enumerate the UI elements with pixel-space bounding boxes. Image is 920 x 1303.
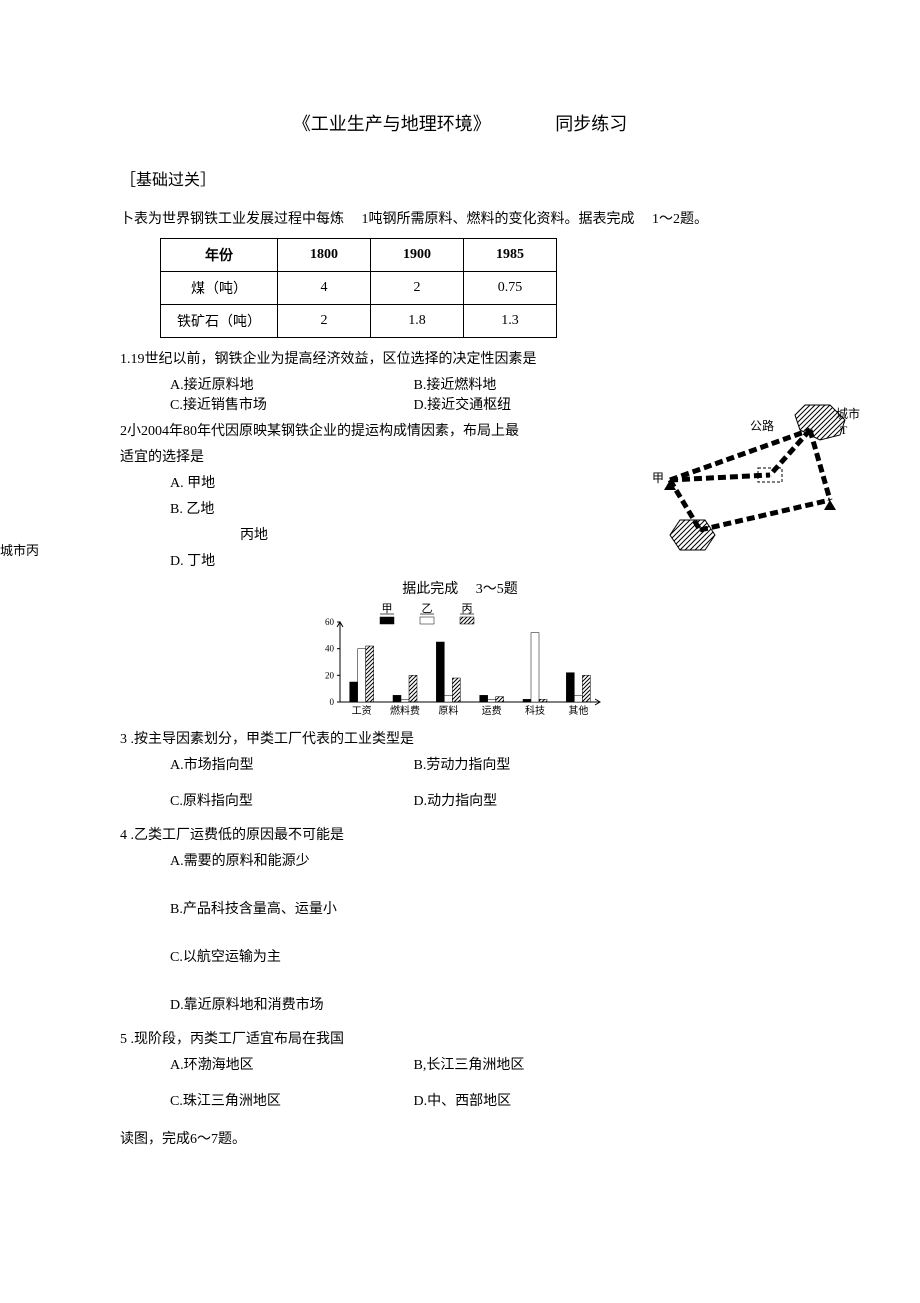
svg-text:甲: 甲	[382, 603, 393, 615]
th: 1900	[371, 239, 464, 272]
td: 0.75	[464, 272, 557, 305]
td: 4	[278, 272, 371, 305]
side-label: 城市丙	[0, 540, 39, 559]
svg-text:原料: 原料	[438, 704, 458, 717]
td: 2	[278, 305, 371, 338]
q4-options: A.需要的原料和能源少 B.产品科技含量高、运量小 C.以航空运输为主 D.靠近…	[170, 850, 800, 1014]
q1-c: C.接近销售市场	[170, 394, 370, 414]
title: 《工业生产与地理环境》 同步练习	[120, 110, 800, 136]
td: 2	[371, 272, 464, 305]
q4-c: C.以航空运输为主	[170, 946, 800, 966]
q5-stem: 5 .现阶段，丙类工厂适宜布局在我国	[120, 1028, 800, 1048]
table-row: 铁矿石（吨） 2 1.8 1.3	[161, 305, 557, 338]
svg-text:0: 0	[330, 697, 335, 707]
map-city-t: T	[840, 423, 848, 437]
title-right: 同步练习	[555, 110, 627, 136]
td: 煤（吨）	[161, 272, 278, 305]
svg-text:科技: 科技	[525, 704, 545, 717]
table-row: 煤（吨） 4 2 0.75	[161, 272, 557, 305]
q3-intro-suf: 3〜5题	[476, 582, 518, 597]
map-diagram: 甲 公路 城市 T	[640, 400, 860, 560]
q3-options: A.市场指向型 B.劳动力指向型 C.原料指向型 D.动力指向型	[170, 754, 800, 810]
table-header-row: 年份 1800 1900 1985	[161, 239, 557, 272]
q4-stem: 4 .乙类工厂运费低的原因最不可能是	[120, 824, 800, 844]
tail-text: 读图，完成6〜7题。	[120, 1128, 800, 1148]
q3-stem: 3 .按主导因素划分，甲类工厂代表的工业类型是	[120, 728, 800, 748]
svg-text:20: 20	[325, 670, 335, 680]
intro-pre: 卜表为世界钢铁工业发展过程中每炼	[120, 212, 344, 227]
svg-text:其他: 其他	[568, 704, 588, 717]
map-road: 公路	[750, 418, 774, 433]
data-table: 年份 1800 1900 1985 煤（吨） 4 2 0.75 铁矿石（吨） 2…	[160, 238, 557, 338]
q1-a: A.接近原料地	[170, 374, 370, 394]
q3-intro-pre: 据此完成	[402, 582, 458, 597]
td: 铁矿石（吨）	[161, 305, 278, 338]
intro-suf: 1〜2题。	[652, 212, 708, 227]
svg-text:运费: 运费	[482, 704, 502, 717]
q5-a: A.环渤海地区	[170, 1054, 370, 1074]
bar-chart: 0 20 40 60 工资 燃料费 原料 运费 科技 其他 甲 乙 丙	[310, 602, 610, 722]
q5-options: A.环渤海地区 B,长江三角洲地区 C.珠江三角洲地区 D.中、西部地区	[170, 1054, 800, 1110]
section-head: ［基础过关］	[120, 166, 800, 190]
svg-text:工资: 工资	[352, 705, 372, 717]
svg-text:60: 60	[325, 617, 335, 627]
q5-c: C.珠江三角洲地区	[170, 1090, 370, 1110]
q1-stem: 1.19世纪以前，钢铁企业为提高经济效益，区位选择的决定性因素是	[120, 348, 800, 368]
q3-c: C.原料指向型	[170, 790, 370, 810]
q5-d: D.中、西部地区	[414, 1090, 512, 1110]
q1-b: B.接近燃料地	[414, 374, 497, 394]
page: 《工业生产与地理环境》 同步练习 ［基础过关］ 卜表为世界钢铁工业发展过程中每炼…	[0, 0, 920, 1214]
q5-b: B,长江三角洲地区	[414, 1054, 525, 1074]
q3-d: D.动力指向型	[414, 790, 498, 810]
q3-b: B.劳动力指向型	[414, 754, 511, 774]
th: 1985	[464, 239, 557, 272]
td: 1.3	[464, 305, 557, 338]
q4-b: B.产品科技含量高、运量小	[170, 898, 800, 918]
intro-1: 卜表为世界钢铁工业发展过程中每炼 1吨钢所需原料、燃料的变化资料。据表完成 1〜…	[120, 208, 800, 228]
q4-a: A.需要的原料和能源少	[170, 850, 800, 870]
q3-intro: 据此完成 3〜5题	[120, 578, 800, 598]
th: 1800	[278, 239, 371, 272]
svg-text:40: 40	[325, 644, 335, 654]
q1-d: D.接近交通枢纽	[414, 394, 512, 414]
svg-text:丙: 丙	[462, 603, 473, 615]
q4-d: D.靠近原料地和消费市场	[170, 994, 800, 1014]
intro-mid: 1吨钢所需原料、燃料的变化资料。据表完成	[362, 212, 635, 227]
map-jia: 甲	[652, 471, 664, 485]
svg-text:乙: 乙	[422, 602, 433, 615]
th: 年份	[161, 239, 278, 272]
q3-a: A.市场指向型	[170, 754, 370, 774]
title-left: 《工业生产与地理环境》	[293, 110, 491, 136]
td: 1.8	[371, 305, 464, 338]
map-city: 城市	[836, 406, 860, 421]
svg-text:燃料费: 燃料费	[390, 704, 420, 717]
